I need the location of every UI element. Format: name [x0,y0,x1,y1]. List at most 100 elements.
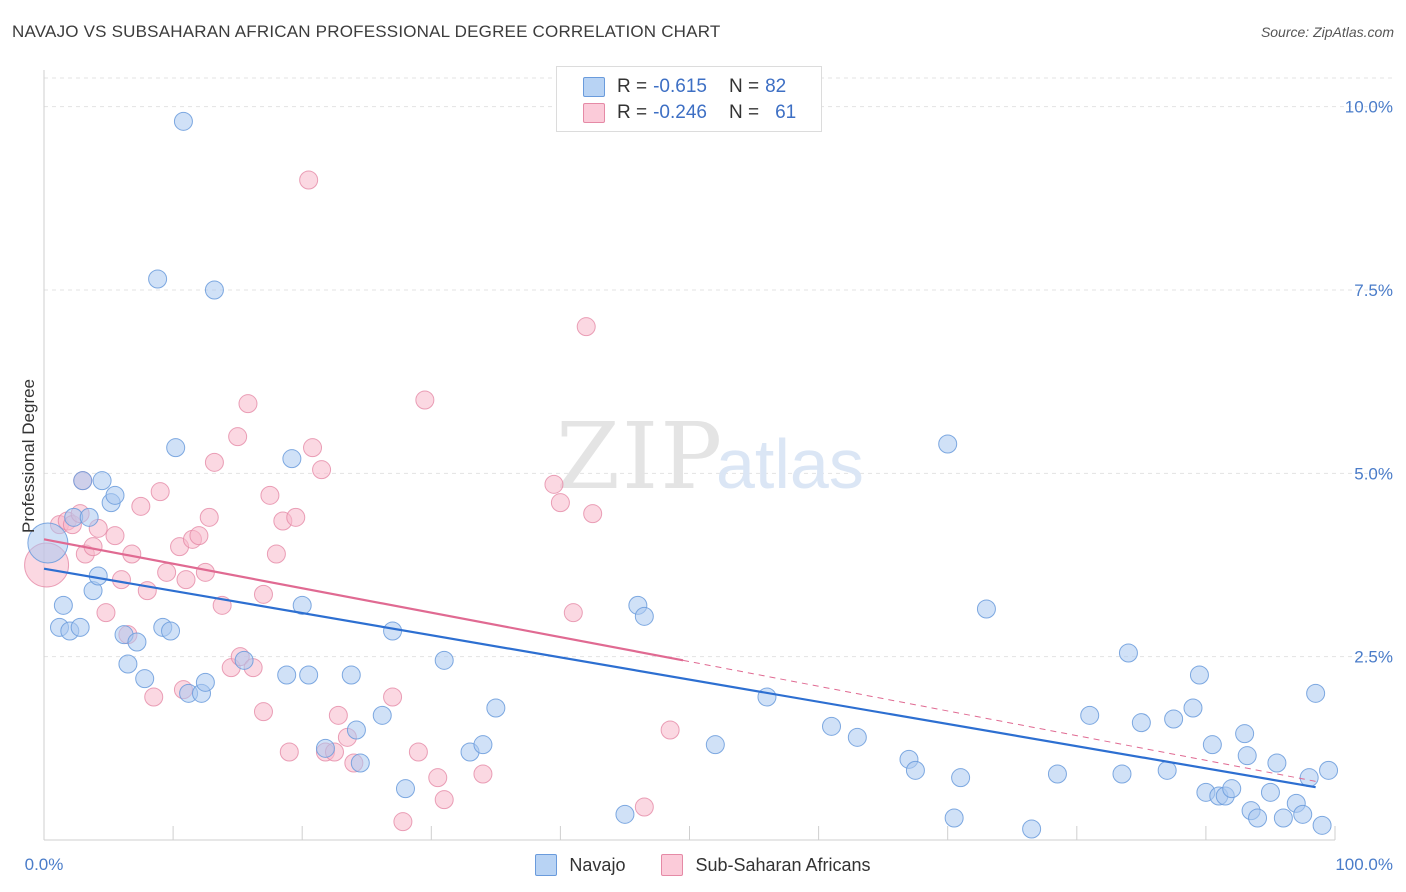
navajo-point [1112,764,1132,784]
subsaharan-point [544,474,564,494]
legend-n-value-navajo: 82 [765,76,787,97]
subsaharan-point [303,438,323,458]
navajo-point [757,687,777,707]
navajo-point [105,485,125,505]
x-tick-label-min: 0.0% [25,855,64,874]
navajo-point [1222,779,1242,799]
navajo-point [1267,753,1287,773]
navajo-point [173,111,193,131]
navajo-point [976,599,996,619]
axis-labels: 2.5% 5.0% 7.5% 10.0% 0.0% 100.0% [25,98,1393,874]
navajo-point [383,621,403,641]
y-tick-label: 7.5% [1354,281,1393,300]
navajo-point [118,654,138,674]
navajo-point [292,595,312,615]
navajo-point [148,269,168,289]
legend-swatch-subsaharan [583,103,605,123]
navajo-point [166,438,186,458]
series-legend: Navajo Sub-Saharan Africans [0,850,1406,880]
subsaharan-point [428,768,448,788]
chart-source: Source: ZipAtlas.com [1260,24,1394,40]
legend-n-key: N = [728,76,760,97]
navajo-point [372,705,392,725]
subsaharan-point [576,317,596,337]
subsaharan-point [204,452,224,472]
subsaharan-trend-line [43,538,684,662]
y-tick-label: 10.0% [1345,98,1393,117]
subsaharan-point [144,687,164,707]
navajo-point [79,507,99,527]
legend-row-navajo: R = -0.615 N = 82 [583,75,786,99]
axes [43,70,1336,841]
subsaharan-point [286,507,306,527]
legend-r-value-subsaharan: -0.246 [653,102,707,123]
subsaharan-point [228,427,248,447]
navajo-point [951,768,971,788]
subsaharan-point [660,720,680,740]
navajo-point [1047,764,1067,784]
navajo-point [1157,760,1177,780]
navajo-point [234,650,254,670]
legend-n-key: N = [728,102,760,123]
navajo-point [847,727,867,747]
subsaharan-point [408,742,428,762]
legend-swatch-navajo [583,77,605,97]
series-legend-subsaharan[interactable]: Sub-Saharan Africans [661,854,871,876]
series-legend-navajo[interactable]: Navajo [535,854,625,876]
navajo-point [944,808,964,828]
navajo-point [1319,760,1339,780]
navajo-point [1202,735,1222,755]
navajo-point [1189,665,1209,685]
subsaharan-point [583,504,603,524]
x-tick-label-max: 100.0% [1335,855,1393,874]
subsaharan-point [473,764,493,784]
subsaharan-point [253,584,273,604]
subsaharan-point [393,812,413,832]
navajo-point [1306,683,1326,703]
navajo-point [1237,746,1257,766]
watermark-zip: ZIP [556,403,724,510]
navajo-point [486,698,506,718]
navajo-point [1312,815,1332,835]
subsaharan-point [150,482,170,502]
navajo-point [473,735,493,755]
navajo-point [346,720,366,740]
navajo-point [341,665,361,685]
navajo-point [822,716,842,736]
subsaharan-point [96,603,116,623]
legend-row-subsaharan: R = -0.246 N = 61 [583,101,796,125]
grid-lines [44,77,1392,658]
subsaharan-point [105,526,125,546]
navajo-point [1260,782,1280,802]
subsaharan-point [111,570,131,590]
y-tick-label: 5.0% [1354,464,1393,483]
legend: R = -0.615 N = 82 R = -0.246 N = 61 [556,66,822,132]
navajo-point [70,617,90,637]
navajo-point [350,753,370,773]
navajo-point [1080,705,1100,725]
navajo-trend-line [43,567,1316,789]
navajo-point [1022,819,1042,839]
navajo-point [127,632,147,652]
subsaharan-point [279,742,299,762]
subsaharan-point [434,790,454,810]
navajo-point [615,804,635,824]
navajo-point [705,735,725,755]
subsaharan-point [131,496,151,516]
navajo-point [1183,698,1203,718]
navajo-point [161,621,181,641]
subsaharan-trend-extension [682,659,1316,782]
navajo-point [92,471,112,491]
subsaharan-point [634,797,654,817]
subsaharan-point [176,570,196,590]
navajo-point [73,471,93,491]
series-legend-label-navajo: Navajo [569,854,626,875]
navajo-point [299,665,319,685]
navajo-point [395,779,415,799]
navajo-point [195,672,215,692]
subsaharan-point [238,394,258,414]
legend-r-value-navajo: -0.615 [653,76,707,97]
navajo-point [434,650,454,670]
navajo-point [282,449,302,469]
subsaharan-point [328,705,348,725]
